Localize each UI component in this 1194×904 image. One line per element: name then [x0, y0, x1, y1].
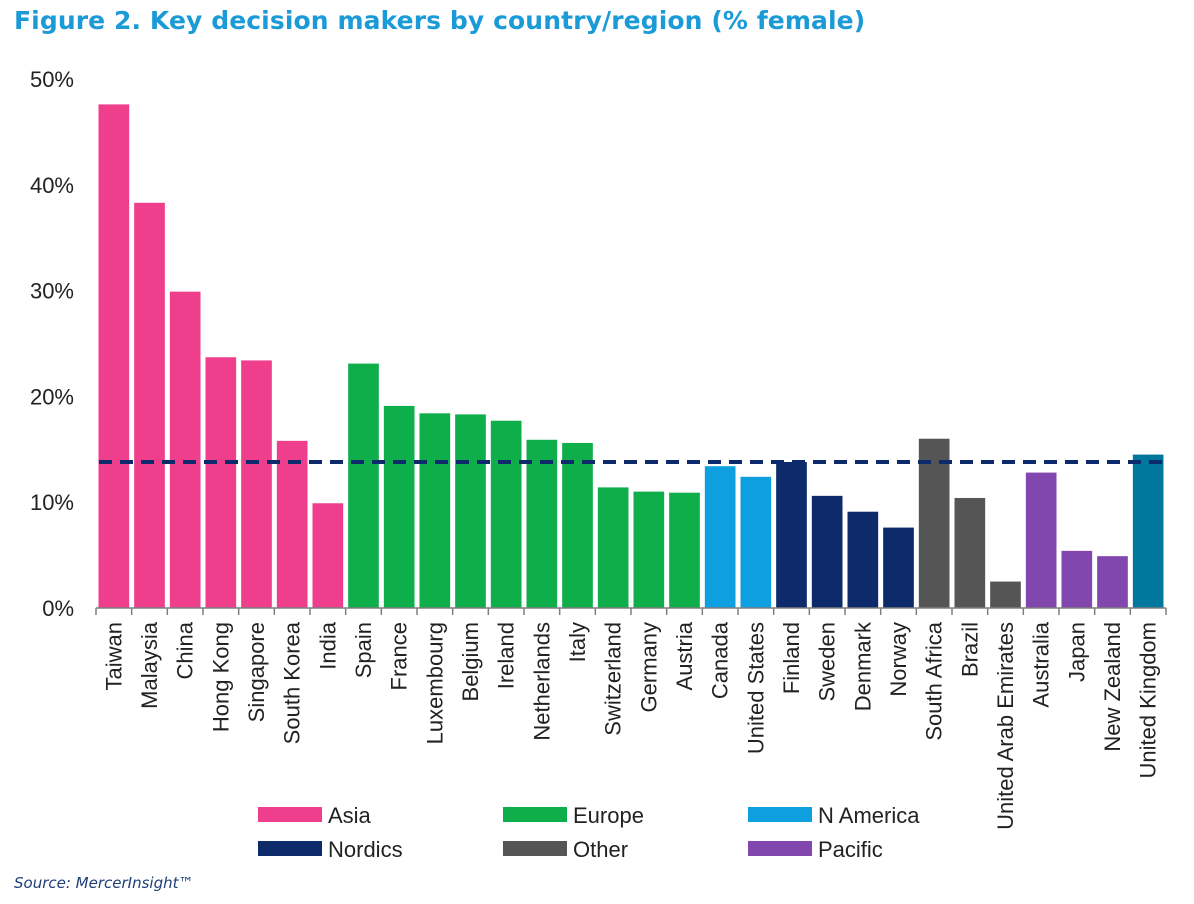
x-tick-label: Netherlands [529, 622, 554, 741]
legend-label: N America [818, 803, 920, 828]
bar [1061, 550, 1093, 608]
x-tick-label: Spain [351, 622, 376, 678]
y-axis: 0% 10% 20% 30% 40% 50% [30, 67, 74, 621]
bar [704, 466, 736, 608]
y-tick-label: 30% [30, 279, 74, 304]
bar [669, 492, 700, 608]
legend-label: Asia [328, 803, 372, 828]
x-tick-label: Luxembourg [422, 622, 447, 744]
y-tick-label: 0% [42, 596, 74, 621]
y-tick-label: 50% [30, 67, 74, 92]
bar [490, 420, 522, 608]
bar [169, 291, 201, 608]
x-axis: Taiwan Malaysia China Hong Kong Singapore Sou… [95, 607, 1167, 830]
bar [1025, 472, 1057, 608]
x-tick-label: Japan [1064, 622, 1089, 682]
bar [241, 360, 272, 608]
bar [740, 476, 772, 608]
x-tick-label: Ireland [494, 622, 519, 689]
bar [526, 439, 558, 608]
bar [633, 491, 665, 608]
legend-label: Other [573, 837, 628, 862]
x-tick-label: Italy [565, 622, 590, 662]
source-note: Source: MercerInsight™ [14, 874, 194, 892]
y-tick-label: 10% [30, 490, 74, 515]
x-tick-label: New Zealand [1100, 622, 1125, 752]
x-tick-label: South Korea [280, 621, 305, 744]
legend-swatch [503, 841, 567, 856]
x-tick-label: United States [743, 622, 768, 754]
bar [597, 487, 629, 608]
bar [205, 357, 237, 608]
x-tick-label: Australia [1029, 621, 1054, 707]
bar [348, 363, 379, 608]
y-tick-label: 40% [30, 173, 74, 198]
bar [776, 462, 807, 608]
x-tick-label: Finland [779, 622, 804, 694]
bar [419, 413, 451, 608]
x-tick-label: Singapore [244, 622, 269, 722]
legend-label: Pacific [818, 837, 883, 862]
bar [811, 495, 843, 608]
legend-swatch [258, 841, 322, 856]
bars [98, 104, 1164, 609]
bar [1132, 454, 1164, 608]
y-tick-label: 20% [30, 384, 74, 409]
bar [990, 581, 1021, 608]
x-tick-label: United Arab Emirates [993, 622, 1018, 830]
legend-swatch [748, 841, 812, 856]
x-tick-label: Taiwan [101, 622, 126, 690]
bar [954, 497, 986, 608]
x-tick-label: Brazil [957, 622, 982, 677]
bar [312, 503, 344, 608]
x-tick-label: Hong Kong [208, 622, 233, 732]
legend-swatch [748, 807, 812, 822]
bar [918, 438, 950, 608]
x-tick-label: Sweden [815, 622, 840, 702]
x-tick-label: Denmark [850, 621, 875, 711]
x-tick-label: Switzerland [601, 622, 626, 736]
bar [455, 414, 486, 608]
x-tick-label: Austria [672, 621, 697, 690]
legend-label: Nordics [328, 837, 403, 862]
x-tick-label: Belgium [458, 622, 483, 701]
bar [276, 440, 308, 608]
legend-swatch [258, 807, 322, 822]
bar [98, 104, 130, 608]
x-tick-label: South Africa [922, 621, 947, 740]
bar [383, 405, 415, 608]
x-tick-label: India [315, 621, 340, 669]
bar [883, 527, 914, 608]
chart-title: Figure 2. Key decision makers by country… [14, 6, 866, 35]
x-tick-label: Norway [886, 622, 911, 697]
bar [1097, 556, 1128, 608]
x-tick-label: Malaysia [137, 621, 162, 709]
x-tick-label: Germany [636, 622, 661, 712]
bar [847, 511, 879, 608]
legend-label: Europe [573, 803, 644, 828]
legend-swatch [503, 807, 567, 822]
x-tick-label: United Kingdom [1136, 622, 1161, 779]
bar [562, 442, 593, 608]
x-tick-label: Canada [708, 621, 733, 699]
legend: Asia Europe N America Nordics Other Pacific [258, 803, 920, 862]
bar [134, 202, 165, 609]
x-tick-label: France [387, 622, 412, 690]
x-tick-label: China [173, 621, 198, 679]
